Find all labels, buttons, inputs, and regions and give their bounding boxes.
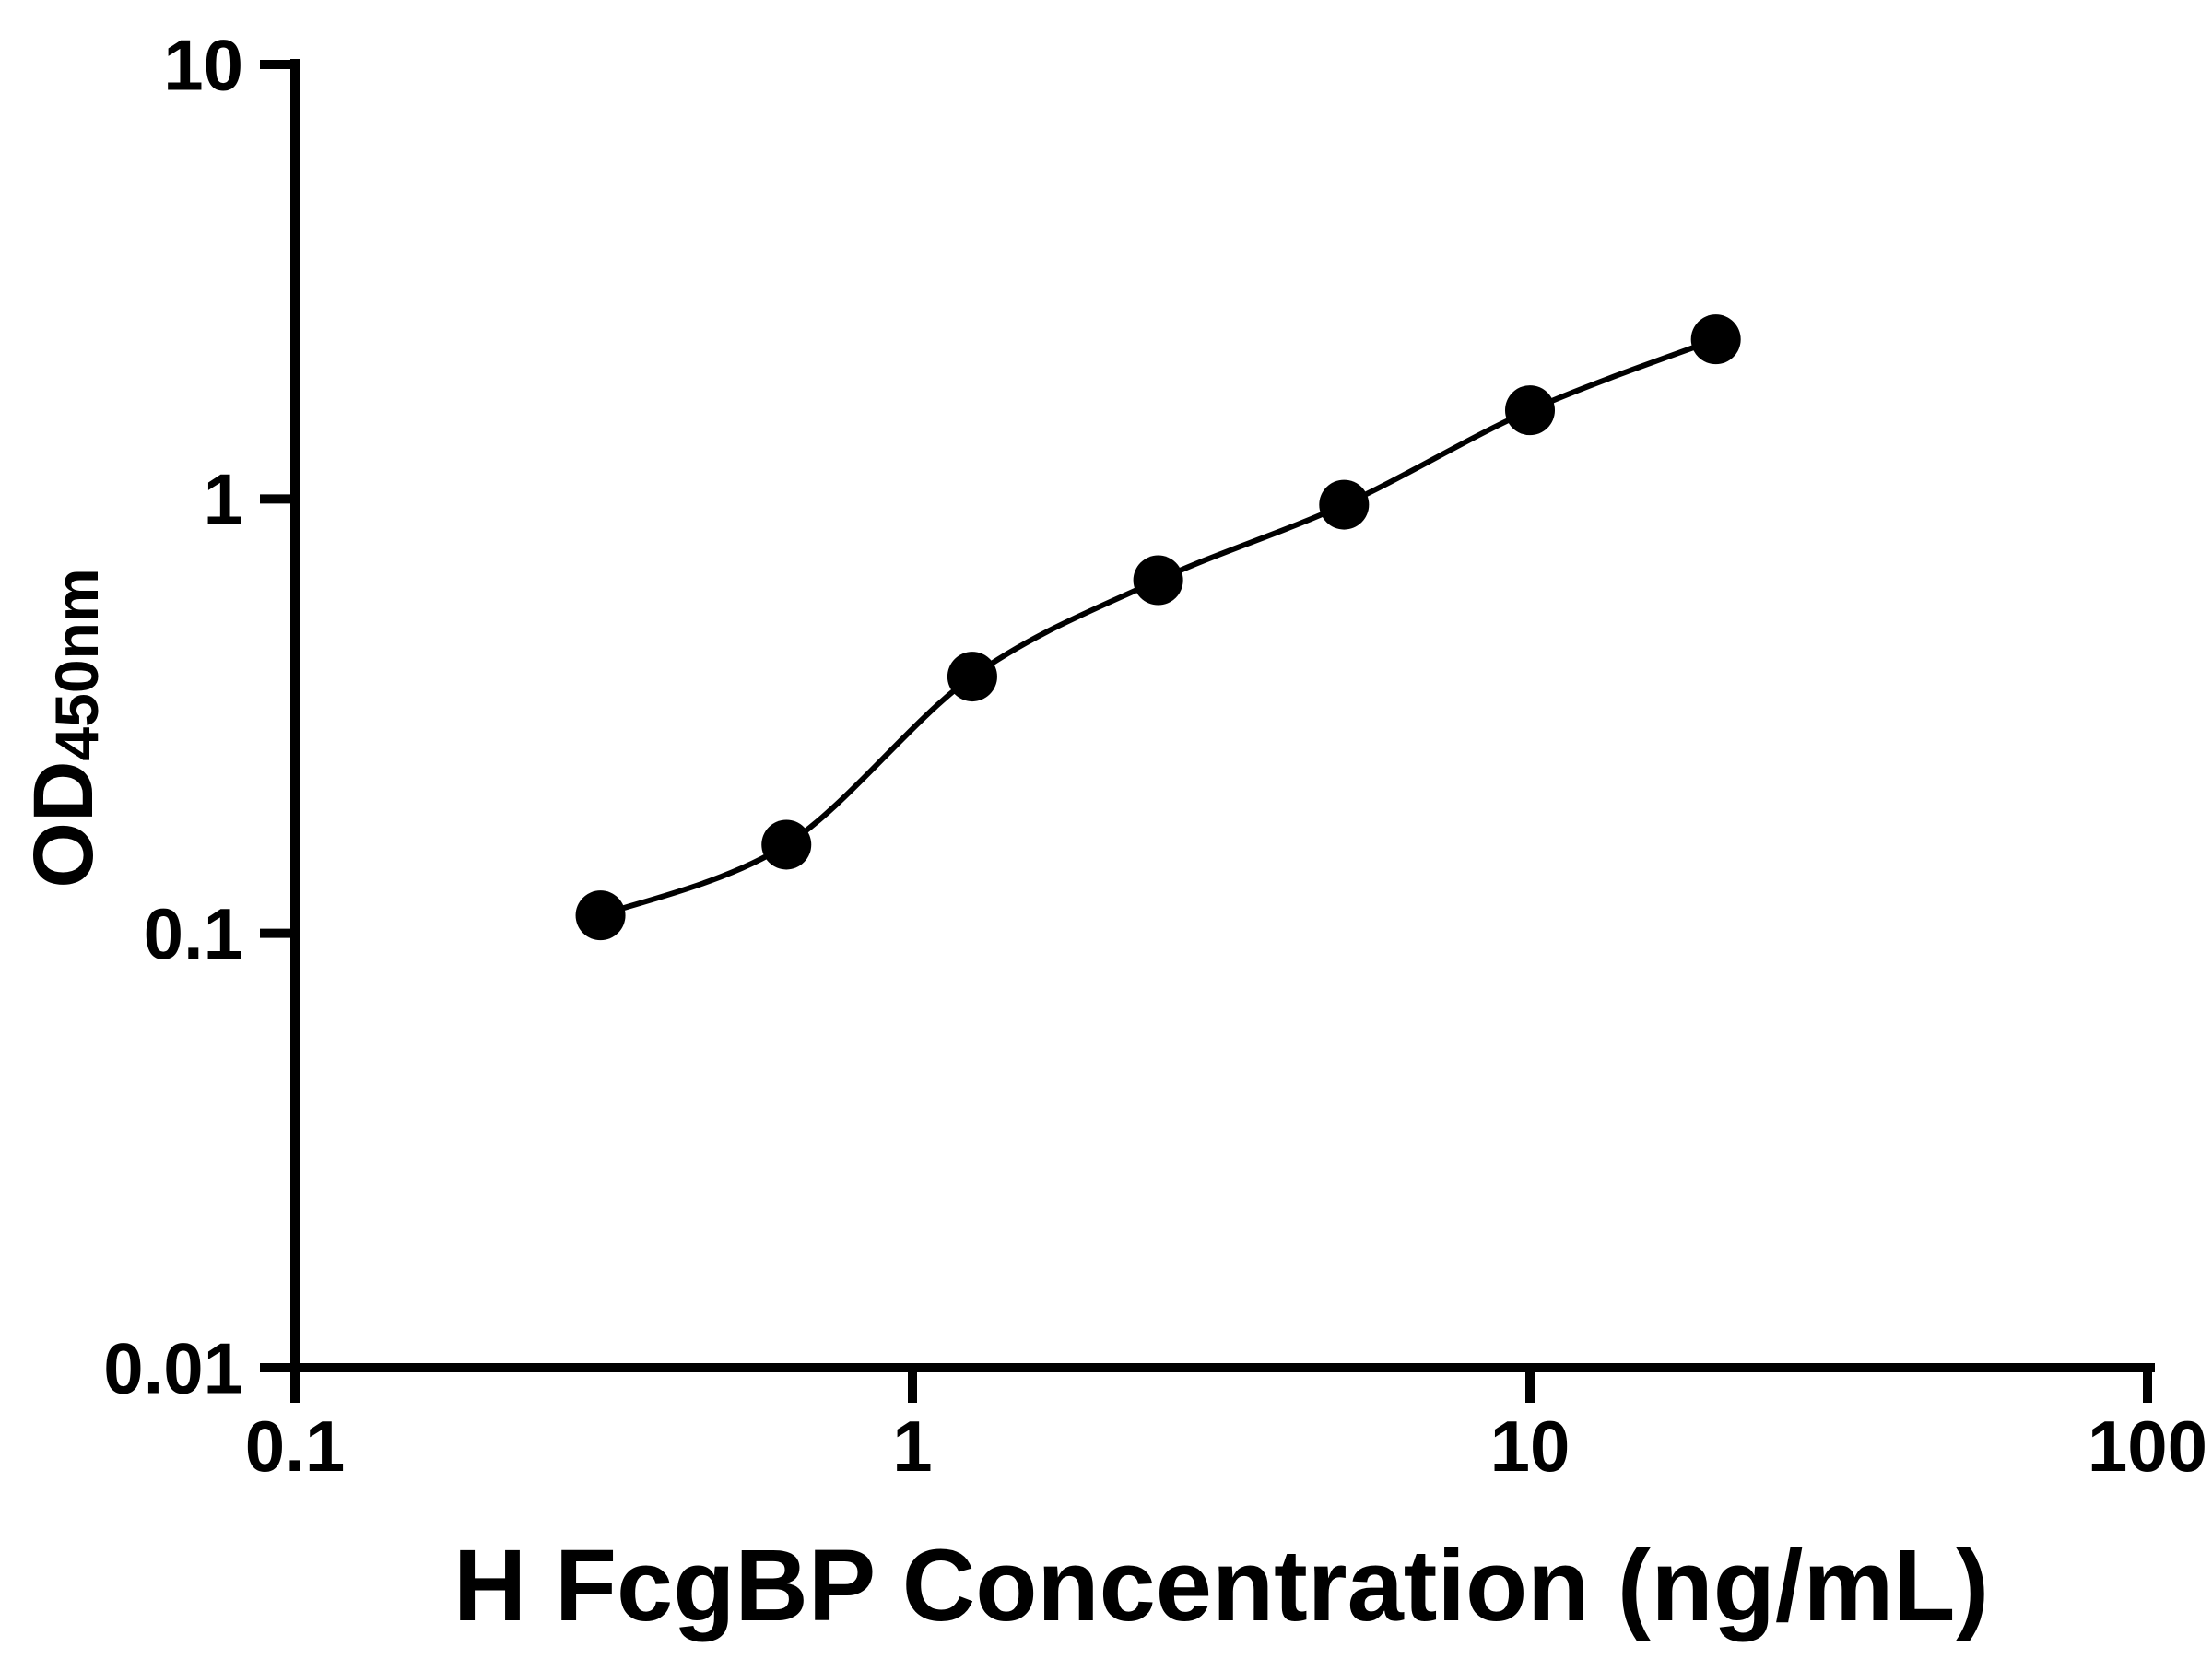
data-point [1505,385,1555,436]
x-tick-label: 10 [1490,1406,1571,1487]
y-tick-label: 0.1 [144,893,243,974]
data-point [761,819,812,870]
axis-lines [290,59,2155,1372]
data-point [947,652,997,702]
y-axis-title-main: OD [17,761,111,888]
y-axis-title: OD450nm [17,568,111,888]
data-points [575,314,1741,941]
y-tick-label: 10 [163,24,243,105]
data-point [1690,314,1741,365]
x-tick-label: 1 [892,1406,932,1487]
y-tick-label: 0.01 [103,1327,243,1408]
y-tick-label: 1 [204,459,243,540]
x-tick-label: 0.1 [245,1406,345,1487]
axes [290,59,2155,1372]
data-point [1319,479,1370,530]
tick-marks [260,60,2152,1403]
data-point [575,890,626,941]
x-tick-label: 100 [2088,1406,2207,1487]
data-point [1133,555,1183,606]
y-axis-title-sub: 450nm [42,568,111,760]
x-axis-title: H FcgBP Concentration (ng/mL) [453,1529,1989,1642]
